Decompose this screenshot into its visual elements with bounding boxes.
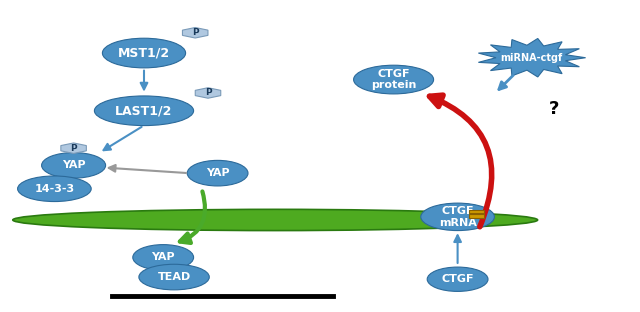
Ellipse shape: [188, 160, 248, 186]
Text: ?: ?: [548, 100, 559, 118]
Text: 14-3-3: 14-3-3: [35, 184, 74, 194]
Text: P: P: [192, 28, 198, 37]
Polygon shape: [195, 88, 221, 98]
Text: CTGF
mRNA: CTGF mRNA: [438, 206, 477, 228]
Text: YAP: YAP: [206, 168, 229, 178]
Text: CTGF: CTGF: [442, 274, 474, 284]
Polygon shape: [478, 38, 586, 77]
Text: TEAD: TEAD: [157, 272, 191, 282]
Polygon shape: [182, 27, 208, 38]
Ellipse shape: [42, 153, 106, 178]
Text: miRNA-ctgf: miRNA-ctgf: [500, 53, 563, 63]
Ellipse shape: [133, 245, 194, 270]
Text: P: P: [205, 89, 211, 97]
Text: YAP: YAP: [152, 252, 175, 262]
Bar: [469, 214, 484, 218]
Ellipse shape: [428, 267, 488, 291]
Ellipse shape: [102, 38, 186, 68]
Ellipse shape: [18, 176, 92, 202]
FancyArrowPatch shape: [180, 192, 205, 243]
Text: LAST1/2: LAST1/2: [115, 104, 173, 117]
Text: CTGF
protein: CTGF protein: [371, 69, 416, 90]
Polygon shape: [61, 143, 86, 154]
Text: YAP: YAP: [62, 160, 85, 170]
Bar: [469, 210, 484, 213]
Text: MST1/2: MST1/2: [118, 46, 170, 60]
Ellipse shape: [139, 264, 209, 290]
Ellipse shape: [421, 203, 495, 231]
Text: P: P: [70, 144, 77, 153]
Ellipse shape: [13, 209, 538, 231]
Ellipse shape: [354, 65, 434, 94]
Ellipse shape: [95, 96, 194, 125]
FancyArrowPatch shape: [429, 95, 492, 227]
